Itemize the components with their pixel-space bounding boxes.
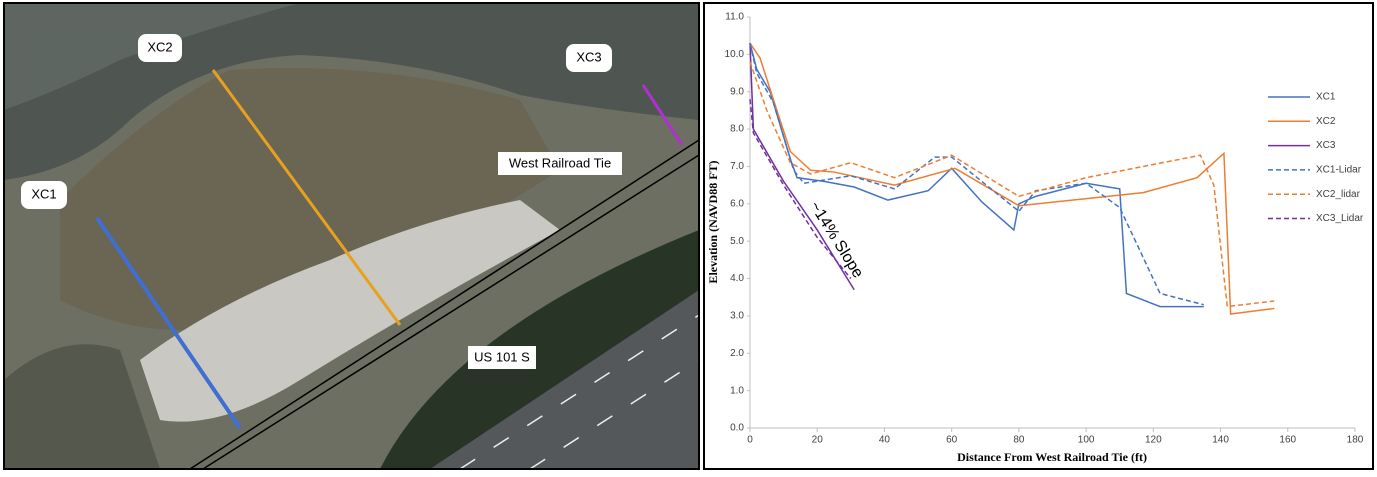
legend-label: XC2_lidar: [1316, 189, 1361, 200]
transect-xc3: [641, 84, 684, 146]
sand: [140, 200, 560, 422]
road: [430, 290, 699, 469]
label-box: [468, 346, 536, 369]
legend-label: XC1: [1316, 92, 1336, 103]
x-axis-title: Distance From West Railroad Tie (ft): [957, 450, 1147, 464]
photo-border: [3, 2, 700, 470]
legend-label: XC1-Lidar: [1316, 165, 1362, 176]
y-tick-label: 0.0: [730, 423, 744, 434]
y-axis-title: Elevation (NAVD88 FT): [706, 160, 720, 283]
chart-border: [703, 2, 1374, 470]
road-marking: [529, 359, 700, 470]
series-line: [749, 61, 1275, 308]
y-tick-label: 2.0: [730, 348, 744, 359]
x-tick-label: 180: [1347, 435, 1364, 446]
series-line: [749, 43, 855, 291]
x-tick-label: 140: [1212, 435, 1229, 446]
aerial-photo: XC2 XC3 XC1 West Railroad Tie US 101 S: [3, 2, 700, 470]
x-tick-label: 160: [1279, 435, 1296, 446]
legend-label: XC2: [1316, 116, 1336, 127]
label-box: [138, 34, 182, 62]
transect-label: XC2: [147, 39, 172, 54]
railroad-line: [202, 154, 700, 470]
feature-label: West Railroad Tie: [509, 155, 611, 170]
x-tick-label: 100: [1078, 435, 1095, 446]
y-tick-label: 5.0: [730, 236, 744, 247]
y-tick-label: 4.0: [730, 273, 744, 284]
road-marking: [459, 314, 700, 470]
y-tick-label: 9.0: [730, 86, 744, 97]
x-tick-label: 20: [812, 435, 824, 446]
label-box: [566, 44, 612, 72]
x-tick-label: 40: [879, 435, 891, 446]
y-tick-label: 7.0: [730, 161, 744, 172]
y-tick-label: 1.0: [730, 385, 744, 396]
transect-label: XC1: [31, 186, 56, 201]
shore-vegetation: [4, 344, 160, 469]
transect-xc1: [95, 216, 242, 430]
mudflat: [4, 3, 300, 110]
legend-label: XC3: [1316, 140, 1336, 151]
series-line: [749, 42, 1204, 306]
transect-xc2: [211, 69, 402, 326]
label-box: [21, 181, 67, 209]
x-tick-label: 80: [1013, 435, 1025, 446]
y-tick-label: 8.0: [730, 124, 744, 135]
y-tick-label: 10.0: [725, 49, 745, 60]
y-tick-label: 6.0: [730, 198, 744, 209]
railroad-line: [189, 139, 700, 470]
y-tick-label: 3.0: [730, 311, 744, 322]
label-box: [498, 152, 622, 175]
x-tick-label: 60: [946, 435, 958, 446]
transect-label: XC3: [576, 49, 601, 64]
marsh-vegetation: [60, 68, 560, 330]
feature-label: US 101 S: [474, 349, 530, 364]
x-tick-label: 120: [1145, 435, 1162, 446]
y-tick-label: 11.0: [725, 12, 744, 23]
series-line: [749, 42, 1275, 315]
legend-label: XC3_Lidar: [1316, 213, 1364, 224]
x-tick-label: 0: [747, 435, 753, 446]
